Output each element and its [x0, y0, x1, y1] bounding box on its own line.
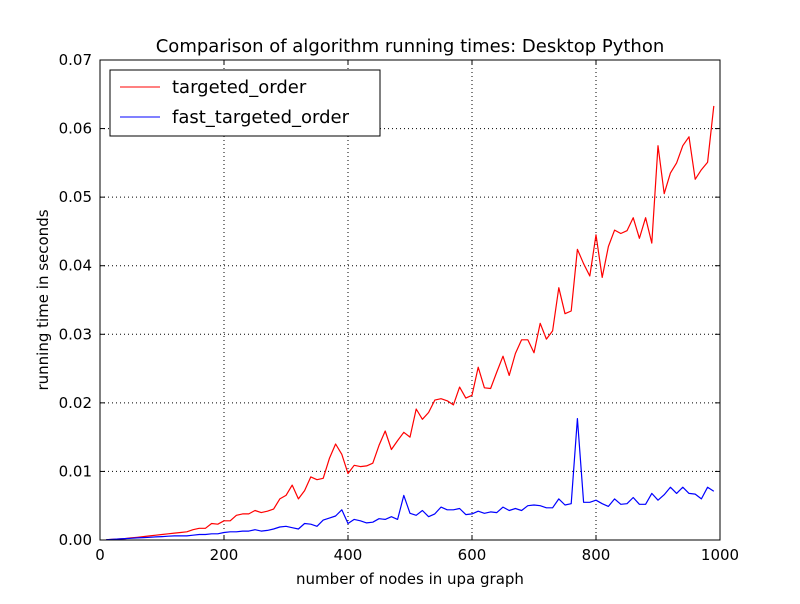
- x-tick-label: 800: [582, 546, 611, 564]
- y-tick-label: 0.07: [59, 51, 92, 69]
- plot-series: [106, 105, 715, 541]
- series-line-targeted-order: [106, 105, 715, 541]
- y-tick-label: 0.03: [59, 325, 92, 343]
- axes-frame: [99, 59, 721, 541]
- series-line-fast-targeted-order: [106, 418, 715, 541]
- y-tick-label: 0.00: [59, 531, 92, 549]
- x-axis-label: number of nodes in upa graph: [296, 570, 524, 588]
- axis-ticks: 0 200 400 600 800 1000 0.00 0.01 0.02 0.03 0.04 0.0…: [59, 51, 740, 564]
- y-tick-label: 0.01: [59, 462, 92, 480]
- y-tick-label: 0.04: [59, 257, 92, 275]
- legend: targeted_order fast_targeted_order: [109, 69, 381, 137]
- x-tick-label: 1000: [701, 546, 739, 564]
- x-tick-label: 400: [334, 546, 363, 564]
- y-axis-label: running time in seconds: [34, 209, 52, 390]
- grid: [100, 60, 720, 540]
- x-tick-label: 0: [95, 546, 105, 564]
- legend-label-targeted-order: targeted_order: [172, 77, 307, 98]
- legend-label-fast-targeted-order: fast_targeted_order: [172, 107, 350, 128]
- x-tick-label: 600: [458, 546, 487, 564]
- y-tick-label: 0.05: [59, 188, 92, 206]
- y-tick-label: 0.02: [59, 394, 92, 412]
- legend-box: [109, 69, 381, 137]
- x-tick-label: 200: [210, 546, 239, 564]
- chart-title: Comparison of algorithm running times: D…: [156, 36, 665, 57]
- y-tick-label: 0.06: [59, 120, 92, 138]
